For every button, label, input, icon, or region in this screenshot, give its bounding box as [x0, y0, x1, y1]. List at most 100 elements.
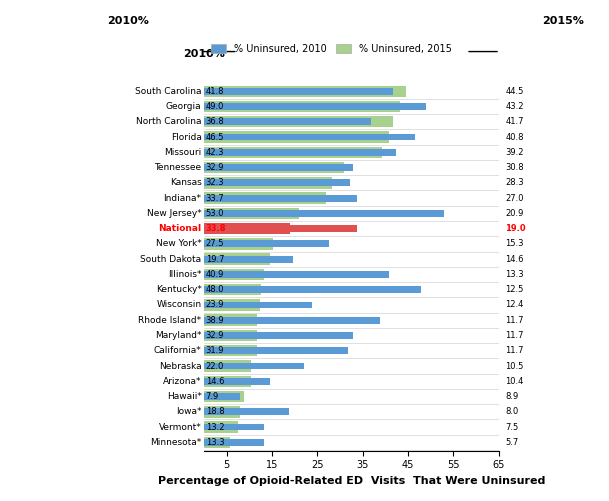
Bar [204, 256, 293, 263]
Text: 18.8: 18.8 [206, 407, 224, 416]
Text: 2015%: 2015% [543, 16, 584, 26]
Bar [204, 86, 406, 97]
Text: New Jersey*: New Jersey* [147, 209, 202, 218]
Text: 10.5: 10.5 [505, 362, 524, 371]
Text: California*: California* [154, 346, 202, 355]
Bar [204, 406, 240, 417]
Text: 11.7: 11.7 [505, 316, 524, 325]
Text: Georgia: Georgia [166, 102, 202, 111]
Text: 2010%: 2010% [107, 16, 149, 26]
Text: 41.8: 41.8 [206, 87, 224, 96]
Text: 49.0: 49.0 [206, 102, 224, 111]
Text: 8.0: 8.0 [505, 407, 519, 416]
Text: 11.7: 11.7 [505, 346, 524, 355]
Bar [204, 347, 348, 354]
Text: Indiana*: Indiana* [164, 193, 202, 202]
Bar [204, 284, 261, 296]
Text: Kansas: Kansas [170, 178, 202, 187]
Text: 19.7: 19.7 [206, 255, 224, 264]
Bar [204, 393, 240, 400]
Bar [204, 225, 357, 232]
Text: 14.6: 14.6 [206, 377, 224, 386]
Bar [204, 195, 357, 201]
Text: Missouri: Missouri [164, 148, 202, 157]
Bar [204, 332, 353, 339]
Text: 14.6: 14.6 [505, 255, 524, 264]
Bar [204, 88, 393, 95]
Text: South Carolina: South Carolina [135, 87, 202, 96]
Bar [204, 376, 251, 387]
Text: South Dakota: South Dakota [141, 255, 202, 264]
Text: 31.9: 31.9 [206, 346, 224, 355]
Text: Wisconsin: Wisconsin [157, 301, 202, 310]
Bar [204, 164, 353, 171]
Bar [204, 254, 270, 265]
Text: 10.4: 10.4 [505, 377, 524, 386]
Bar [204, 330, 257, 341]
Bar [204, 345, 257, 356]
Bar [204, 360, 252, 372]
Text: Minnesota*: Minnesota* [150, 438, 202, 447]
Bar [204, 317, 380, 324]
Bar [204, 315, 257, 326]
Bar [204, 424, 264, 430]
Bar [204, 134, 415, 140]
Text: 11.7: 11.7 [505, 331, 524, 340]
Bar [204, 149, 396, 156]
Bar [204, 286, 421, 293]
Text: 28.3: 28.3 [505, 178, 524, 187]
Text: 20.9: 20.9 [505, 209, 524, 218]
Text: New York*: New York* [156, 239, 202, 248]
Bar [204, 223, 290, 234]
Text: 23.9: 23.9 [206, 301, 224, 310]
Text: 13.3: 13.3 [505, 270, 524, 279]
Bar [204, 240, 328, 247]
Text: 36.8: 36.8 [206, 117, 225, 126]
Text: Rhode Island*: Rhode Island* [138, 316, 202, 325]
Text: North Carolina: North Carolina [136, 117, 202, 126]
Bar [204, 238, 273, 249]
Text: 12.5: 12.5 [505, 285, 524, 294]
Bar [204, 131, 389, 143]
Text: 30.8: 30.8 [505, 163, 524, 172]
Bar [204, 363, 304, 369]
Bar [204, 147, 382, 158]
Text: 38.9: 38.9 [206, 316, 224, 325]
Text: 33.7: 33.7 [206, 193, 225, 202]
Text: 22.0: 22.0 [206, 362, 224, 371]
Text: 19.0: 19.0 [505, 224, 526, 233]
Bar [204, 391, 244, 402]
Text: Tennessee: Tennessee [155, 163, 202, 172]
Bar [204, 302, 312, 309]
Bar [204, 207, 298, 219]
Text: Iowa*: Iowa* [176, 407, 202, 416]
Bar [204, 162, 343, 173]
Text: 41.7: 41.7 [505, 117, 524, 126]
Bar [204, 421, 238, 433]
Text: 2010%: 2010% [183, 49, 225, 59]
Text: 13.3: 13.3 [206, 438, 224, 447]
Text: 32.9: 32.9 [206, 331, 224, 340]
Bar [204, 210, 444, 217]
Text: 32.9: 32.9 [206, 163, 224, 172]
Bar [204, 179, 350, 186]
Bar [204, 269, 264, 280]
Bar [204, 439, 264, 446]
Bar [204, 192, 326, 204]
X-axis label: Percentage of Opioid-Related ED  Visits  That Were Uninsured: Percentage of Opioid-Related ED Visits T… [158, 476, 545, 486]
Text: Arizona*: Arizona* [163, 377, 202, 386]
Text: Illinois*: Illinois* [168, 270, 202, 279]
Text: Maryland*: Maryland* [155, 331, 202, 340]
Text: 40.9: 40.9 [206, 270, 224, 279]
Bar [204, 103, 426, 110]
Bar [204, 271, 389, 278]
Text: 8.9: 8.9 [505, 392, 519, 401]
Bar [204, 118, 371, 125]
Text: 33.8: 33.8 [206, 224, 226, 233]
Text: 44.5: 44.5 [505, 87, 524, 96]
Bar [204, 408, 289, 415]
Text: Hawaii*: Hawaii* [167, 392, 202, 401]
Text: 32.3: 32.3 [206, 178, 224, 187]
Bar [204, 116, 393, 127]
Text: Nebraska: Nebraska [159, 362, 202, 371]
